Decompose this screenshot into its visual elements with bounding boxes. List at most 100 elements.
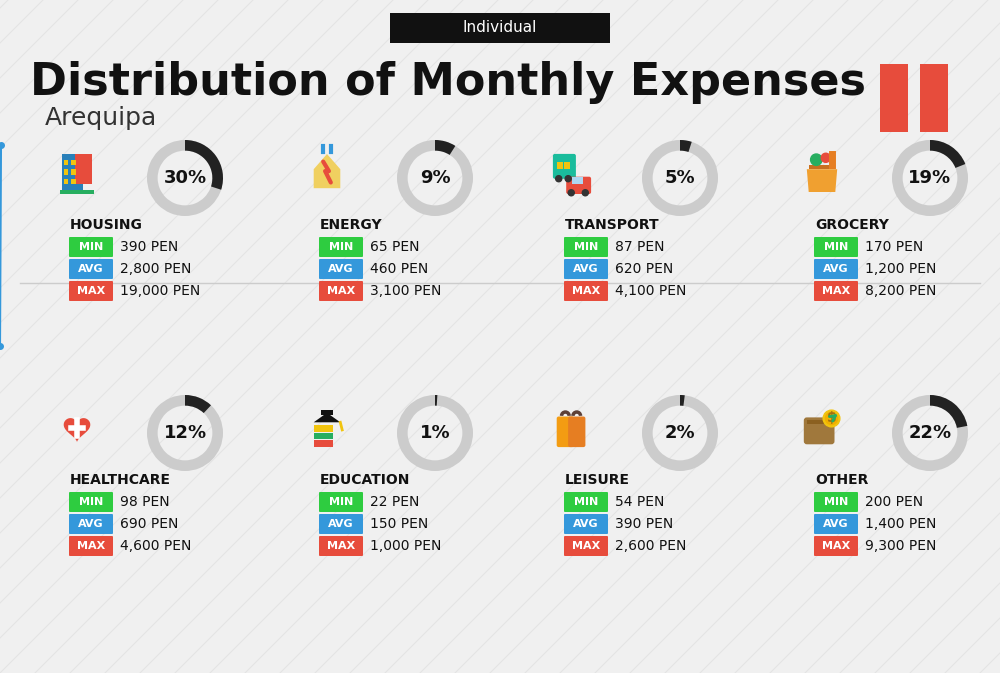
Text: TRANSPORT: TRANSPORT	[565, 218, 660, 232]
FancyBboxPatch shape	[920, 64, 948, 132]
Text: Distribution of Monthly Expenses: Distribution of Monthly Expenses	[30, 61, 866, 104]
Text: MAX: MAX	[822, 541, 850, 551]
Text: 3,100 PEN: 3,100 PEN	[370, 284, 441, 298]
Text: $: $	[827, 411, 836, 425]
Circle shape	[825, 413, 838, 425]
Wedge shape	[397, 395, 473, 471]
Text: HEALTHCARE: HEALTHCARE	[70, 473, 171, 487]
FancyBboxPatch shape	[814, 259, 858, 279]
FancyBboxPatch shape	[557, 417, 574, 447]
FancyBboxPatch shape	[64, 179, 68, 184]
FancyBboxPatch shape	[71, 160, 76, 166]
Text: EDUCATION: EDUCATION	[320, 473, 410, 487]
FancyBboxPatch shape	[314, 425, 333, 432]
Wedge shape	[185, 140, 223, 190]
Wedge shape	[435, 395, 437, 406]
Text: 200 PEN: 200 PEN	[865, 495, 923, 509]
Text: MIN: MIN	[574, 497, 598, 507]
Polygon shape	[807, 169, 837, 192]
FancyBboxPatch shape	[807, 421, 832, 424]
Text: 98 PEN: 98 PEN	[120, 495, 170, 509]
FancyBboxPatch shape	[319, 259, 363, 279]
Wedge shape	[892, 140, 968, 216]
Wedge shape	[930, 140, 965, 168]
Text: MAX: MAX	[327, 541, 355, 551]
Text: AVG: AVG	[78, 519, 104, 529]
Circle shape	[556, 176, 562, 182]
Text: 30%: 30%	[163, 169, 207, 187]
FancyBboxPatch shape	[319, 514, 363, 534]
FancyBboxPatch shape	[880, 64, 908, 132]
Circle shape	[823, 410, 840, 427]
Text: 690 PEN: 690 PEN	[120, 517, 178, 531]
FancyBboxPatch shape	[814, 281, 858, 301]
FancyBboxPatch shape	[321, 410, 333, 415]
Text: MIN: MIN	[329, 242, 353, 252]
FancyBboxPatch shape	[390, 13, 610, 43]
Text: 460 PEN: 460 PEN	[370, 262, 428, 276]
Text: 22 PEN: 22 PEN	[370, 495, 419, 509]
Text: AVG: AVG	[78, 264, 104, 274]
FancyBboxPatch shape	[75, 154, 92, 184]
Text: MAX: MAX	[822, 286, 850, 296]
Text: 1,400 PEN: 1,400 PEN	[865, 517, 936, 531]
Text: 2%: 2%	[665, 424, 695, 442]
Text: 8,200 PEN: 8,200 PEN	[865, 284, 936, 298]
Polygon shape	[314, 413, 340, 422]
Text: LEISURE: LEISURE	[565, 473, 630, 487]
FancyBboxPatch shape	[804, 417, 834, 444]
Wedge shape	[147, 395, 223, 471]
Text: 54 PEN: 54 PEN	[615, 495, 664, 509]
Circle shape	[565, 176, 571, 182]
FancyBboxPatch shape	[319, 237, 363, 257]
Text: 1,200 PEN: 1,200 PEN	[865, 262, 936, 276]
FancyBboxPatch shape	[564, 492, 608, 512]
Circle shape	[568, 190, 574, 196]
Text: 65 PEN: 65 PEN	[370, 240, 420, 254]
Text: 22%: 22%	[908, 424, 952, 442]
Text: 620 PEN: 620 PEN	[615, 262, 673, 276]
Text: MAX: MAX	[77, 286, 105, 296]
FancyBboxPatch shape	[71, 169, 76, 175]
Text: AVG: AVG	[328, 519, 354, 529]
Wedge shape	[642, 395, 718, 471]
Text: OTHER: OTHER	[815, 473, 868, 487]
Text: 1%: 1%	[420, 424, 450, 442]
Text: 9,300 PEN: 9,300 PEN	[865, 539, 936, 553]
Text: 1,000 PEN: 1,000 PEN	[370, 539, 441, 553]
FancyBboxPatch shape	[64, 169, 68, 175]
Text: 170 PEN: 170 PEN	[865, 240, 923, 254]
Text: 19,000 PEN: 19,000 PEN	[120, 284, 200, 298]
Wedge shape	[435, 140, 455, 155]
Text: 19%: 19%	[908, 169, 952, 187]
Wedge shape	[892, 395, 968, 471]
Text: MAX: MAX	[77, 541, 105, 551]
Polygon shape	[64, 418, 90, 442]
Text: MIN: MIN	[79, 497, 103, 507]
Text: 4,100 PEN: 4,100 PEN	[615, 284, 686, 298]
FancyBboxPatch shape	[319, 536, 363, 556]
Text: MAX: MAX	[572, 286, 600, 296]
Text: 150 PEN: 150 PEN	[370, 517, 428, 531]
FancyBboxPatch shape	[71, 179, 76, 184]
Wedge shape	[147, 140, 223, 216]
Text: AVG: AVG	[573, 264, 599, 274]
FancyBboxPatch shape	[564, 259, 608, 279]
Text: MIN: MIN	[329, 497, 353, 507]
Text: 87 PEN: 87 PEN	[615, 240, 664, 254]
Wedge shape	[642, 140, 718, 216]
Text: MIN: MIN	[574, 242, 598, 252]
FancyBboxPatch shape	[69, 259, 113, 279]
Text: MAX: MAX	[327, 286, 355, 296]
Text: 2,800 PEN: 2,800 PEN	[120, 262, 191, 276]
Text: Individual: Individual	[463, 20, 537, 36]
Polygon shape	[314, 154, 340, 188]
FancyBboxPatch shape	[814, 514, 858, 534]
FancyBboxPatch shape	[564, 514, 608, 534]
FancyBboxPatch shape	[564, 237, 608, 257]
Text: 4,600 PEN: 4,600 PEN	[120, 539, 191, 553]
Text: AVG: AVG	[823, 264, 849, 274]
Text: 390 PEN: 390 PEN	[120, 240, 178, 254]
Wedge shape	[397, 140, 473, 216]
Circle shape	[811, 154, 822, 166]
